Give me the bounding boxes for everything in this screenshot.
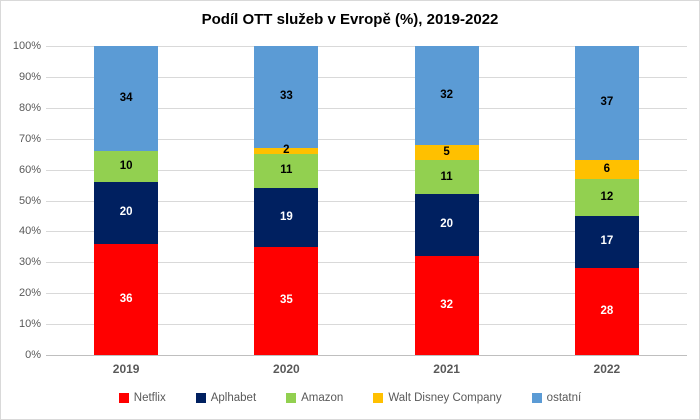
data-label: 19 (279, 210, 293, 223)
legend-item-amazon: Amazon (286, 392, 343, 404)
chart-title: Podíl OTT služeb v Evropě (%), 2019-2022 (201, 11, 499, 28)
segment-ostatní: 32 (414, 46, 479, 145)
x-category-label: 2020 (273, 362, 300, 376)
legend-item-ostatní: ostatní (531, 392, 582, 404)
legend-swatch-icon (195, 393, 206, 403)
segment-aplhabet: 20 (414, 194, 479, 257)
legend-swatch-icon (531, 393, 542, 403)
y-tick-label: 30% (18, 256, 41, 269)
segment-walt-disney-company: 2 (254, 144, 319, 157)
legend-swatch-icon (286, 393, 297, 403)
segment-walt-disney-company: 5 (414, 144, 479, 161)
gridline-20 (46, 293, 687, 295)
gridline-50 (46, 200, 687, 202)
gridline-40 (46, 231, 687, 233)
x-category-label: 2019 (112, 362, 140, 376)
y-tick-label: 100% (12, 40, 41, 52)
y-tick-label: 0% (25, 349, 41, 361)
segment-aplhabet: 17 (574, 215, 639, 269)
segment-walt-disney-company: 6 (574, 160, 639, 179)
legend-swatch-icon (118, 393, 129, 403)
bar-group-2020: 35 19 11 2 33 (206, 46, 366, 355)
legend-swatch-icon (373, 393, 384, 403)
bar-groups: 36 20 10 34 35 19 11 2 33 32 20 11 5 32 28 17 12 6 37 (46, 46, 687, 355)
segment-ostatní: 34 (94, 46, 159, 152)
data-label: 5 (443, 145, 450, 158)
bar-group-2019: 36 20 10 34 (46, 46, 206, 355)
gridline-70 (46, 138, 687, 140)
stacked-bar-2022: 28 17 12 6 37 (574, 46, 639, 355)
legend-label: Amazon (301, 392, 344, 404)
data-label: 20 (119, 206, 133, 219)
data-label: 6 (603, 162, 611, 175)
data-label: 32 (440, 88, 454, 101)
data-label: 36 (119, 292, 133, 305)
segment-ostatní: 33 (254, 46, 319, 148)
data-label: 2 (283, 144, 290, 157)
y-tick-label: 70% (18, 132, 41, 145)
gridline-80 (46, 107, 687, 109)
gridline-90 (46, 76, 687, 78)
data-label: 17 (600, 235, 614, 248)
y-tick-label: 80% (18, 101, 41, 114)
data-label: 12 (600, 190, 614, 203)
data-label: 32 (440, 298, 454, 311)
segment-ostatní: 37 (574, 46, 639, 161)
segment-netflix: 35 (254, 246, 319, 355)
bar-group-2021: 32 20 11 5 32 (367, 46, 527, 355)
legend-item-aplhabet: Aplhabet (195, 392, 257, 404)
data-label: 11 (440, 170, 453, 183)
stacked-bar-2019: 36 20 10 34 (94, 46, 159, 355)
legend-label: Netflix (133, 392, 166, 404)
legend-label: Aplhabet (210, 392, 257, 404)
x-category-label: 2021 (433, 362, 460, 376)
segment-aplhabet: 20 (94, 181, 159, 244)
x-category-label: 2022 (593, 362, 621, 376)
gridline-100 (46, 46, 687, 47)
segment-netflix: 28 (574, 268, 639, 355)
segment-amazon: 10 (94, 151, 159, 182)
stacked-bar-2021: 32 20 11 5 32 (414, 46, 479, 355)
data-label: 28 (600, 304, 614, 317)
y-tick-label: 10% (18, 318, 41, 331)
bar-group-2022: 28 17 12 6 37 (527, 46, 687, 355)
segment-amazon: 12 (574, 178, 639, 216)
y-tick-label: 40% (18, 225, 41, 238)
y-tick-label: 90% (18, 70, 41, 83)
legend-label: ostatní (546, 392, 582, 404)
y-tick-label: 60% (18, 163, 41, 176)
gridline-10 (46, 324, 687, 326)
data-label: 20 (440, 218, 454, 231)
data-label: 33 (279, 90, 293, 103)
segment-netflix: 32 (414, 256, 479, 355)
x-axis-category-labels: 2019 2020 2021 2022 (46, 362, 687, 376)
data-label: 10 (119, 159, 133, 172)
y-tick-label: 50% (18, 194, 41, 207)
segment-amazon: 11 (414, 160, 479, 195)
data-label: 34 (119, 91, 133, 104)
plot-area: 0% 10% 20% 30% 40% 50% 60% 70% 80% 90% 100% 36 20 10… (13, 40, 687, 361)
legend-item-netflix: Netflix (118, 392, 166, 404)
data-label: 37 (600, 96, 614, 109)
legend-item-walt-disney-company: Walt Disney Company (373, 392, 502, 404)
gridline-30 (46, 262, 687, 264)
gridline-60 (46, 169, 687, 171)
legend: Netflix Aplhabet Amazon Walt Disney Company… (1, 392, 699, 404)
legend-label: Walt Disney Company (388, 392, 502, 404)
gridline-0 (46, 355, 687, 356)
segment-amazon: 11 (254, 154, 319, 189)
y-tick-label: 20% (18, 287, 41, 300)
stacked-bar-2020: 35 19 11 2 33 (254, 46, 319, 355)
data-label: 35 (279, 294, 293, 307)
segment-netflix: 36 (94, 243, 159, 355)
segment-aplhabet: 19 (254, 188, 319, 247)
data-label: 11 (280, 164, 293, 177)
